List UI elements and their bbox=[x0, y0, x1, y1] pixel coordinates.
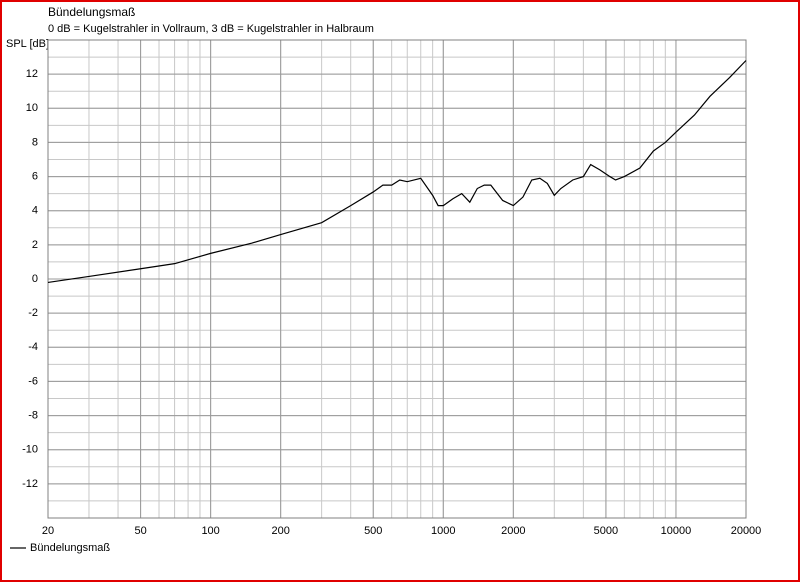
chart-subtitle: 0 dB = Kugelstrahler in Vollraum, 3 dB =… bbox=[48, 23, 374, 35]
y-tick-label: 0 bbox=[32, 273, 38, 285]
x-tick-label: 5000 bbox=[594, 525, 618, 537]
y-tick-label: -6 bbox=[28, 375, 38, 387]
y-tick-label: 4 bbox=[32, 205, 38, 217]
x-tick-label: 20 bbox=[42, 525, 54, 537]
x-tick-label: 1000 bbox=[431, 525, 455, 537]
y-tick-label: -4 bbox=[28, 341, 38, 353]
x-tick-label: 200 bbox=[271, 525, 289, 537]
data-line bbox=[47, 60, 747, 284]
y-tick-label: 12 bbox=[26, 68, 38, 80]
x-tick-label: 50 bbox=[134, 525, 146, 537]
x-tick-label: 500 bbox=[364, 525, 382, 537]
y-tick-label: 6 bbox=[32, 170, 38, 182]
x-tick-label: 20000 bbox=[731, 525, 762, 537]
y-tick-label: 2 bbox=[32, 239, 38, 251]
y-tick-label: -12 bbox=[22, 478, 38, 490]
x-tick-label: 2000 bbox=[501, 525, 525, 537]
plot-frame bbox=[47, 39, 747, 519]
chart-title: Bündelungsmaß bbox=[48, 5, 135, 19]
x-tick-label: 100 bbox=[201, 525, 219, 537]
x-tick-label: 10000 bbox=[661, 525, 692, 537]
y-tick-label: 10 bbox=[26, 102, 38, 114]
y-tick-label: -10 bbox=[22, 444, 38, 456]
y-tick-label: -2 bbox=[28, 307, 38, 319]
y-tick-label: 8 bbox=[32, 136, 38, 148]
y-tick-label: -8 bbox=[28, 409, 38, 421]
y-axis-label: SPL [dB] bbox=[6, 38, 49, 50]
legend-label: Bündelungsmaß bbox=[30, 542, 110, 554]
